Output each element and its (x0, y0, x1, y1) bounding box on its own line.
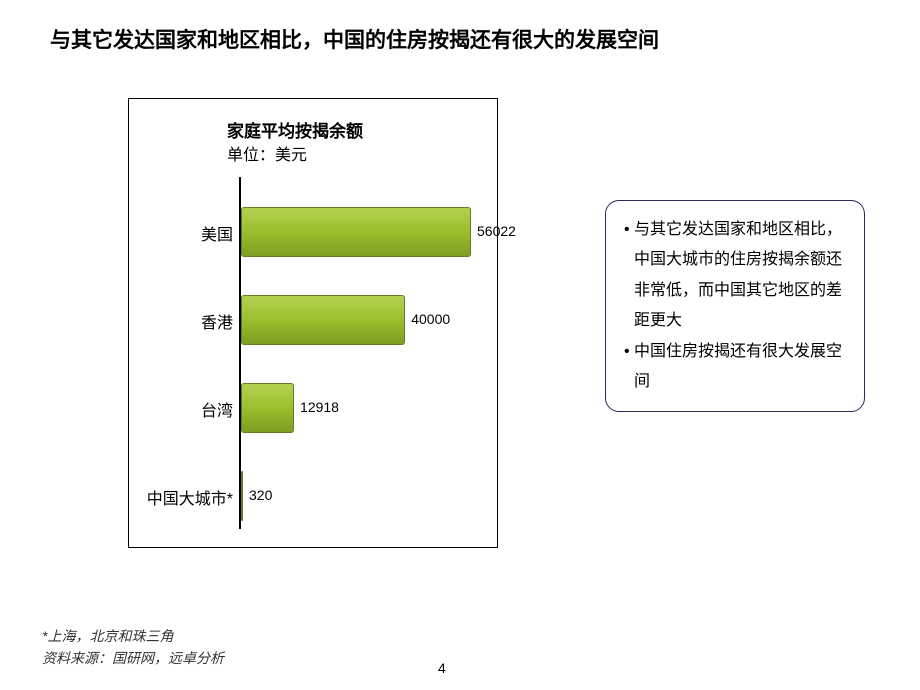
chart-title: 家庭平均按揭余额 (227, 117, 363, 142)
bar-row: 台湾 12918 (129, 383, 497, 433)
bar-value: 56022 (477, 223, 516, 239)
bar (241, 471, 243, 521)
callout-item: 中国住房按揭还有很大发展空间 (634, 337, 850, 398)
bar-row: 香港 40000 (129, 295, 497, 345)
callout-box: 与其它发达国家和地区相比，中国大城市的住房按揭余额还非常低，而中国其它地区的差距… (605, 200, 865, 412)
page-number: 4 (438, 660, 446, 676)
bar-value: 12918 (300, 399, 339, 415)
bar-label: 美国 (201, 221, 233, 245)
bar-value: 40000 (411, 311, 450, 327)
bar-label: 香港 (201, 309, 233, 333)
bar (241, 383, 294, 433)
bar-row: 美国56022 (129, 207, 497, 257)
bar-value: 320 (249, 487, 272, 503)
bar-label: 台湾 (201, 397, 233, 421)
bar (241, 295, 405, 345)
chart-subtitle: 单位：美元 (227, 141, 307, 165)
footnote-1: *上海，北京和珠三角 (42, 626, 173, 646)
bar-label: 中国大城市* (147, 485, 233, 509)
slide-title: 与其它发达国家和地区相比，中国的住房按揭还有很大的发展空间 (50, 24, 659, 54)
footnote-2: 资料来源：国研网，远卓分析 (42, 648, 224, 668)
callout-item: 与其它发达国家和地区相比，中国大城市的住房按揭余额还非常低，而中国其它地区的差距… (634, 215, 850, 337)
bar-row: 中国大城市* 320 (129, 471, 497, 521)
bar (241, 207, 471, 257)
chart-frame: 家庭平均按揭余额 单位：美元 美国56022 香港 40000 台湾 12918 中国大城… (128, 98, 498, 548)
